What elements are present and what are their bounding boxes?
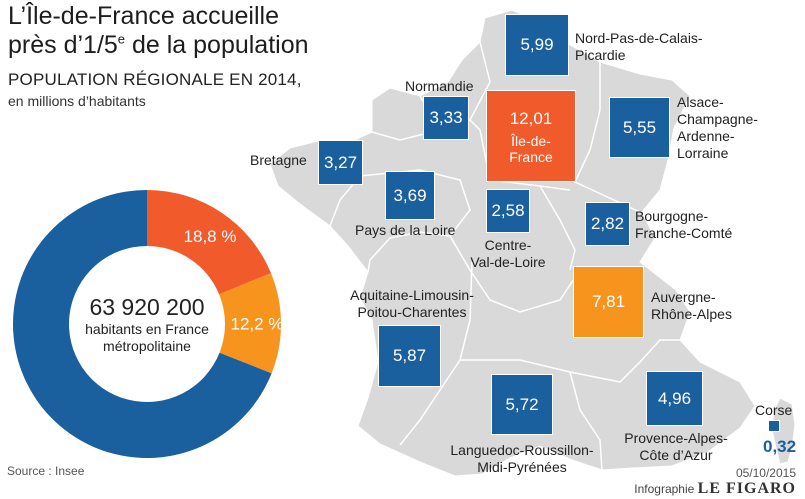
region-name-normandie: Normandie <box>405 78 473 95</box>
region-name-alsace: Alsace- Champagne- Ardenne- Lorraine <box>677 94 758 162</box>
region-marker-corse <box>768 420 780 432</box>
title-line2-sup: e <box>117 31 126 47</box>
region-name-line: Côte d’Azur <box>639 447 713 463</box>
credit-pre: Infographie <box>634 482 695 496</box>
region-value-bfc: 2,82 <box>585 202 630 246</box>
title-line2-pre: près d’1/5 <box>8 31 118 59</box>
population-donut-chart: 18,8 % 12,2 % <box>13 190 281 458</box>
subtitle: POPULATION RÉGIONALE EN 2014, <box>8 70 302 89</box>
le-figaro-logo: LE FIGARO <box>697 480 796 497</box>
region-name-bretagne: Bretagne <box>250 152 307 169</box>
region-value-text: 3,27 <box>323 152 358 172</box>
region-value-text: 3,69 <box>393 185 427 205</box>
region-value-bretagne: 3,27 <box>318 140 363 185</box>
donut-slice-label: 12,2 % <box>231 314 281 333</box>
region-value-text: 5,72 <box>505 394 539 414</box>
region-name-line: Bourgogne- <box>635 208 709 224</box>
region-value-corse: 0,32 <box>763 437 797 456</box>
donut-slice <box>147 190 271 295</box>
region-name-line: Nord-Pas-de-Calais- <box>575 30 703 46</box>
region-value-alpc: 5,87 <box>378 325 441 387</box>
credit: Infographie LE FIGARO <box>634 480 796 498</box>
region-name-line: Auvergne- <box>651 289 716 305</box>
page-title: L’Île-de-France accueille près d’1/5e de… <box>8 2 309 60</box>
region-name-bfc: Bourgogne- Franche-Comté <box>635 208 732 242</box>
region-value-paca: 4,96 <box>646 371 703 426</box>
region-name-idf-line: Île-de- <box>511 132 551 149</box>
region-name-line: Normandie <box>405 78 474 94</box>
region-name-cvl: Centre- Val-de-Loire <box>462 237 554 271</box>
region-value-nord: 5,99 <box>505 14 569 76</box>
title-line2: près d’1/5e de la population <box>8 31 309 60</box>
region-value-text: 7,81 <box>591 292 626 311</box>
region-name-line: Champagne- <box>677 111 758 127</box>
region-name-line: Ardenne- <box>677 128 735 144</box>
region-value-idf: 12,01 Île-de- France <box>486 90 576 182</box>
region-borders <box>329 41 680 471</box>
region-name-nord: Nord-Pas-de-Calais- Picardie <box>575 30 703 64</box>
region-name-line: Pays de la Loire <box>355 222 456 238</box>
donut-slice <box>219 273 281 374</box>
region-name-corse: Corse <box>755 402 792 419</box>
region-name-line: Lorraine <box>677 145 729 161</box>
donut-total-label-1: habitants en France <box>85 321 209 337</box>
region-name-alpc: Aquitaine-Limousin- Poitou-Charentes <box>337 287 487 321</box>
region-value-text: 4,96 <box>657 388 692 408</box>
region-name-lrmp: Languedoc-Roussillon- Midi-Pyrénées <box>438 442 606 476</box>
region-value-text: 5,87 <box>392 346 427 365</box>
region-value-normandie: 3,33 <box>423 96 469 140</box>
region-value-text: 2,58 <box>491 201 525 220</box>
region-value-cvl: 2,58 <box>486 189 530 233</box>
donut-total: 63 920 200 <box>89 294 205 320</box>
publish-date: 05/10/2015 <box>735 466 796 480</box>
region-name-line: Rhône-Alpes <box>651 306 732 322</box>
region-name-paca: Provence-Alpes- Côte d’Azur <box>617 430 735 464</box>
subtitle-units: en millions d’habitants <box>8 93 146 109</box>
region-value-text: 2,82 <box>590 214 625 233</box>
region-value-text: 5,99 <box>520 35 554 54</box>
region-name-aura: Auvergne- Rhône-Alpes <box>651 289 732 323</box>
donut-slice-label: 18,8 % <box>184 227 237 246</box>
region-value-lrmp: 5,72 <box>491 374 553 435</box>
title-line1: L’Île-de-France accueille <box>8 2 279 30</box>
region-name-line: Corse <box>755 402 793 418</box>
region-name-line: Languedoc-Roussillon- <box>450 442 594 458</box>
region-value-aura: 7,81 <box>573 266 644 338</box>
donut-center-label: 63 920 200 habitants en France métropoli… <box>57 294 237 355</box>
region-value-text: 12,01 <box>509 108 553 128</box>
region-name-line: Aquitaine-Limousin- <box>350 287 474 303</box>
region-name-line: Alsace- <box>677 94 724 110</box>
region-name-line: Centre- <box>484 237 532 253</box>
region-name-line: Provence-Alpes- <box>624 430 728 446</box>
region-value-text: 5,55 <box>622 117 657 137</box>
region-name-line: Poitou-Charentes <box>357 304 467 320</box>
region-name-pdl: Pays de la Loire <box>355 222 455 239</box>
region-name-line: Val-de-Loire <box>470 254 546 270</box>
region-name-idf-line: France <box>509 148 553 165</box>
region-name-line: Midi-Pyrénées <box>477 459 567 475</box>
title-line2-post: de la population <box>125 31 309 59</box>
region-name-line: Bretagne <box>250 152 307 168</box>
source-note: Source : Insee <box>7 464 85 478</box>
donut-slice <box>13 190 272 458</box>
region-name-line: Picardie <box>575 47 626 63</box>
region-value-alsace: 5,55 <box>609 97 670 158</box>
region-value-text: 3,33 <box>429 108 463 127</box>
donut-total-label-2: métropolitaine <box>103 338 191 354</box>
region-name-line: Franche-Comté <box>635 225 733 241</box>
region-value-pdl: 3,69 <box>385 171 435 220</box>
